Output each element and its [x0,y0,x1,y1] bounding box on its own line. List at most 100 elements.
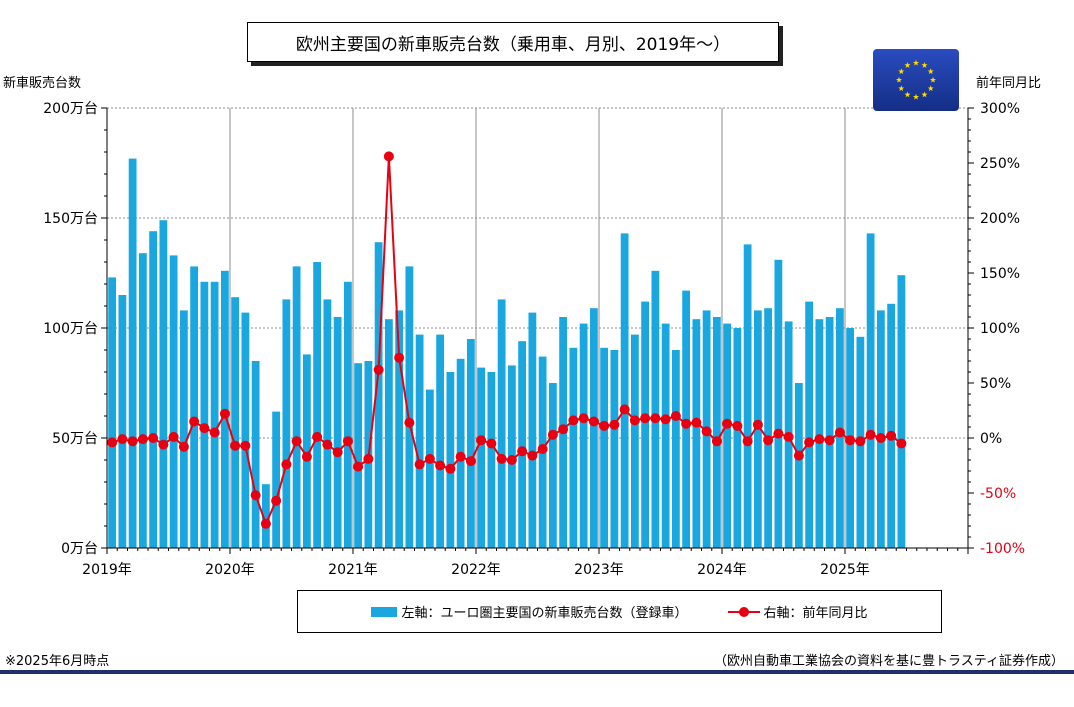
yoy-point [855,436,866,447]
bar [712,317,721,548]
yoy-line [111,156,902,527]
flag-star [898,85,905,92]
flag-star [929,76,937,83]
bar [723,323,732,548]
yoy-point [609,419,620,430]
bar [600,347,609,548]
bar [292,266,301,548]
legend-bar-label: 左軸：ユーロ圏主要国の新車販売台数（登録車） [401,606,688,621]
yoy-point [178,441,189,452]
bar [518,341,527,548]
yoy-point [527,450,538,461]
right-tick-label: -100% [980,541,1025,557]
yoy-point [558,424,569,435]
bar [620,233,629,548]
bar [651,270,660,548]
flag-star [927,68,934,75]
yoy-point [219,408,230,419]
flag-star [921,91,928,98]
yoy-point [281,459,292,470]
bar [149,231,158,548]
yoy-point [435,460,446,471]
yoy-point [158,439,169,450]
yoy-point [240,440,251,451]
bar [210,281,219,548]
bar [251,361,260,548]
yoy-point [250,490,261,501]
yoy-point [117,434,128,445]
yoy-point [865,429,876,440]
bar [671,350,680,548]
yoy-point [465,456,476,467]
bar [487,372,496,548]
yoy-point [291,436,302,447]
yoy-point [793,450,804,461]
left-tick-label: 50万台 [52,431,98,447]
yoy-point [783,431,794,442]
legend-bar-swatch [371,606,398,617]
yoy-point [424,453,435,464]
yoy-point [445,463,456,474]
yoy-point [363,453,374,464]
bar [241,312,250,548]
yoy-point [322,439,333,450]
yoy-point [414,459,425,470]
yoy-point [506,455,517,465]
legend-item-bar: 左軸：ユーロ圏主要国の新車販売台数（登録車） [371,602,688,621]
bar [497,299,506,548]
x-tick-label: 2022年 [451,562,501,578]
yoy-point [547,429,558,440]
bar [354,363,363,548]
bar [138,253,147,548]
yoy-point [271,495,282,506]
bar [733,328,742,548]
bar [897,275,906,548]
bar [272,411,281,548]
bar [641,301,650,548]
bar [794,383,803,548]
yoy-point [711,436,722,447]
x-tick-label: 2019年 [82,562,132,578]
yoy-point [301,451,312,462]
right-tick-label: 200% [980,211,1020,227]
bar [231,297,240,548]
yoy-point [701,426,712,437]
yoy-point [394,352,405,363]
yoy-point [660,414,671,425]
yoy-point [670,411,681,421]
bar [128,158,137,548]
yoy-point [342,436,353,447]
bar [805,301,814,548]
yoy-point [148,433,159,443]
right-tick-label: 150% [980,266,1020,282]
yoy-point [742,436,753,447]
bar [405,266,414,548]
yoy-point [230,440,241,451]
bar [374,242,383,548]
bar [436,334,445,548]
left-axis-title: 新車販売台数 [3,76,82,91]
bar [876,310,885,548]
yoy-point [619,404,630,415]
flag-star [921,62,928,68]
flag-star [927,85,934,92]
bar [446,372,455,548]
bar [774,259,783,548]
flag-star [898,68,905,75]
bar [395,310,404,548]
bar [528,312,537,548]
right-tick-label: -50% [980,486,1016,502]
yoy-point [455,451,466,462]
yoy-point [732,420,743,431]
bar [425,389,434,548]
bar [313,262,322,548]
bar [589,308,598,548]
bar [764,308,773,548]
right-axis-title: 前年同月比 [976,76,1042,91]
bar [333,317,342,548]
yoy-point [650,413,661,424]
right-tick-label: 100% [980,321,1020,337]
x-tick-label: 2021年 [328,562,378,578]
x-tick-label: 2024年 [697,562,747,578]
bar [477,367,486,548]
